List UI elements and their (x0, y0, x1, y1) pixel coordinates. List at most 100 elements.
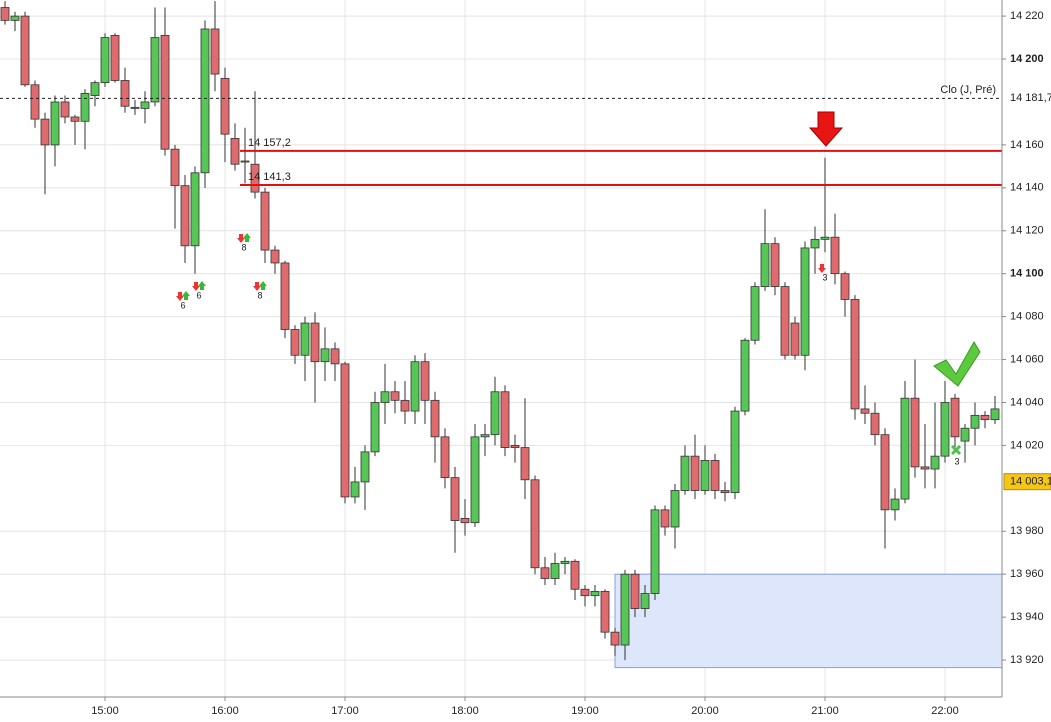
candle-body (230, 138, 240, 165)
candle-body (180, 185, 190, 247)
candle-body (640, 593, 650, 609)
y-tick-label: 14 160 (1010, 139, 1044, 151)
x-tick-label: 18:00 (451, 705, 479, 717)
candle-body (760, 243, 770, 287)
candle-body (40, 118, 50, 146)
signal-arrow (818, 264, 826, 273)
candle-body (720, 490, 730, 494)
signal-arrow (259, 281, 267, 290)
candle-body (790, 322, 800, 356)
candle-body (970, 414, 980, 429)
signal-count: 3 (954, 456, 959, 466)
candle-body (140, 101, 150, 109)
candle-body (220, 77, 230, 135)
candle-body (410, 361, 420, 412)
candle-body (830, 236, 840, 275)
candle-body (930, 455, 940, 470)
level-label: 14 157,2 (248, 137, 291, 149)
candle-body (310, 322, 320, 363)
candle-body (0, 7, 10, 21)
candle-body (400, 399, 410, 412)
y-tick-label: 13 960 (1010, 568, 1044, 580)
candle-body (80, 92, 90, 122)
x-tick-label: 20:00 (691, 705, 719, 717)
candle-body (130, 106, 140, 109)
candle-body (680, 455, 690, 491)
candle-body (800, 247, 810, 356)
signal-arrow (182, 291, 190, 300)
candle-body (860, 408, 870, 414)
candle-body (150, 37, 160, 103)
y-tick-label: 14 140 (1010, 182, 1044, 194)
candle-body (240, 160, 250, 163)
overlay-layer: 14 157,2 14 141,3 Clo (J, Pré) 6 6 8 8 3 3 (0, 84, 1002, 466)
candle-body (740, 339, 750, 412)
candle-body (100, 37, 110, 84)
candle-body (530, 479, 540, 569)
zone (614, 573, 1003, 669)
candle-body (200, 28, 210, 174)
previous-close-name: Clo (J, Pré) (940, 84, 996, 96)
x-tick-label: 16:00 (211, 705, 239, 717)
candle-body (840, 273, 850, 300)
candle-body (490, 391, 500, 436)
candle-body (850, 299, 860, 410)
candle-body (330, 348, 340, 365)
candle-body (470, 436, 480, 524)
signal-count: 6 (196, 290, 201, 300)
candle-body (20, 15, 30, 86)
candle-body (610, 631, 620, 646)
candle-body (630, 573, 640, 609)
candle-body (880, 434, 890, 511)
candle-body (50, 101, 60, 146)
signal-count: 3 (822, 272, 827, 282)
candle-body (730, 410, 740, 494)
candle-body (810, 238, 820, 249)
y-tick-label: 14 060 (1010, 353, 1044, 365)
candle-body (520, 447, 530, 481)
candle-body (300, 322, 310, 356)
signal-arrow (176, 292, 184, 301)
candle-body (570, 560, 580, 590)
y-tick-label: 14 200 (1010, 53, 1044, 65)
x-tick-label: 19:00 (571, 705, 599, 717)
candle-body (160, 35, 170, 150)
axis-layer: 14 220 14 200 14 160 14 140 14 120 14 100 14 0… (91, 10, 1051, 717)
y-tick-label: 14 220 (1010, 10, 1044, 22)
candle-body (700, 460, 710, 491)
candle-body (320, 348, 330, 363)
check-icon (933, 341, 981, 387)
level-label: 14 141,3 (248, 171, 291, 183)
candle-body (950, 397, 960, 438)
candle-body (560, 560, 570, 564)
signal-arrow (198, 281, 206, 290)
candle-body (450, 477, 460, 521)
candle-body (780, 286, 790, 356)
x-tick-label: 15:00 (91, 705, 119, 717)
signal-arrow (253, 282, 261, 291)
x-tick-label: 17:00 (331, 705, 359, 717)
signal-count: 8 (257, 290, 262, 300)
candle-body (500, 391, 510, 448)
candle-body (340, 363, 350, 498)
signal-arrow (192, 282, 200, 291)
last-price-box (1003, 473, 1051, 491)
candle-body (60, 101, 70, 118)
candle-body (250, 163, 260, 193)
candle-body (590, 590, 600, 597)
candle-body (600, 590, 610, 633)
candle-body (540, 567, 550, 579)
candle-body (770, 243, 780, 287)
candle-body (940, 402, 950, 457)
signal-count: 6 (180, 300, 185, 310)
candle-body (910, 397, 920, 468)
candle-body (420, 361, 430, 401)
candle-body (580, 588, 590, 597)
candle-body (820, 236, 830, 240)
candle-body (390, 391, 400, 401)
y-tick-label: 13 920 (1010, 654, 1044, 666)
candle-body (90, 82, 100, 96)
candle-body (980, 414, 990, 421)
candle-body (370, 402, 380, 453)
